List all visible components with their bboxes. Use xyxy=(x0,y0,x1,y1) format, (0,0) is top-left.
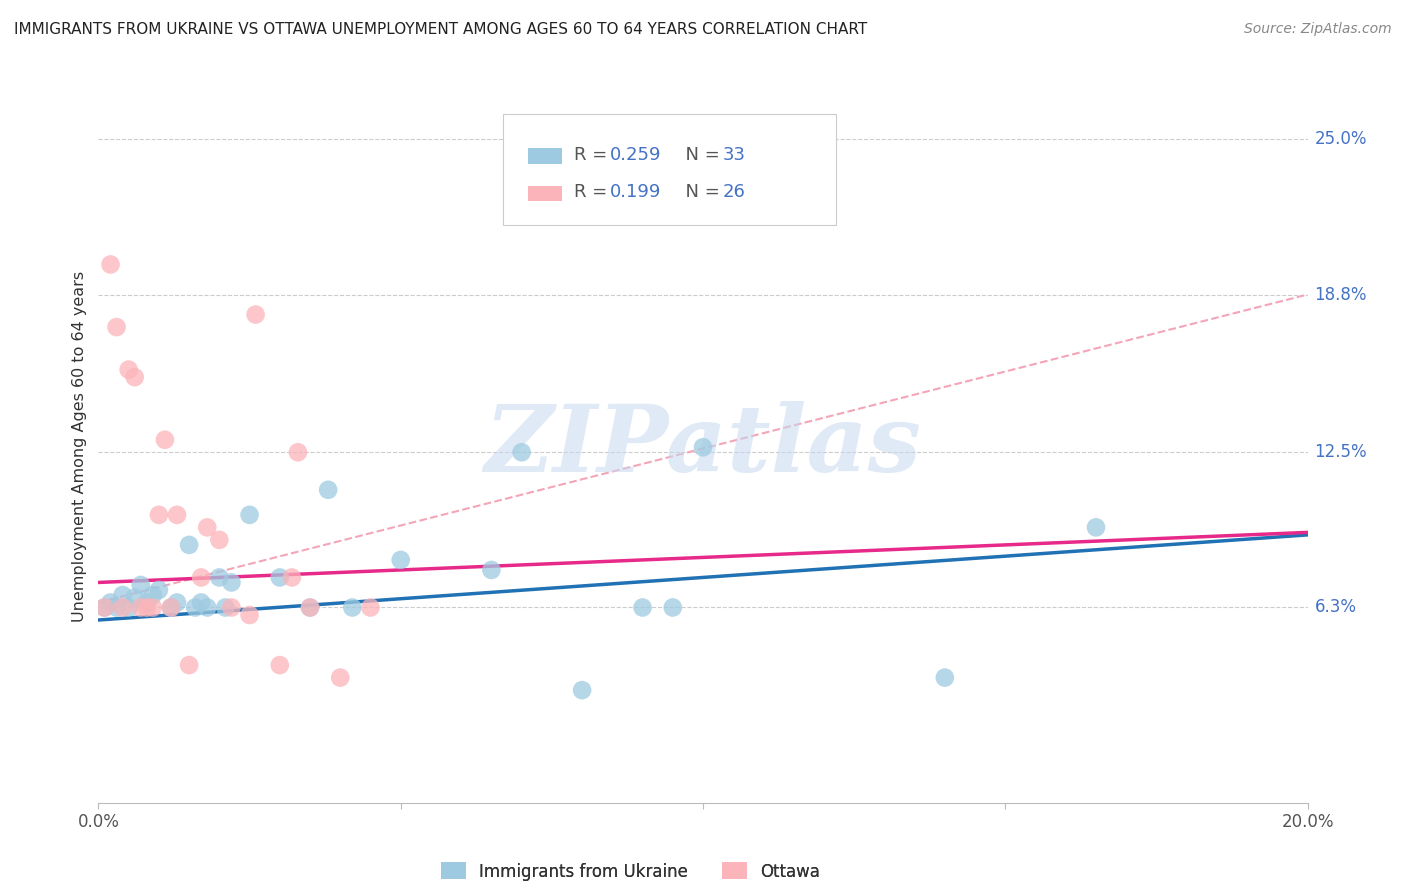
Point xyxy=(208,533,231,547)
Point xyxy=(360,600,382,615)
Point xyxy=(160,600,183,615)
FancyBboxPatch shape xyxy=(527,148,561,164)
Point xyxy=(269,570,291,584)
Text: 0.199: 0.199 xyxy=(610,183,661,201)
Point xyxy=(129,578,152,592)
Point xyxy=(142,600,165,615)
Point xyxy=(245,308,267,322)
Text: 6.3%: 6.3% xyxy=(1315,599,1357,616)
Point xyxy=(510,445,533,459)
Point xyxy=(135,595,157,609)
Point xyxy=(214,600,236,615)
Point xyxy=(129,600,152,615)
Text: ZIPatlas: ZIPatlas xyxy=(485,401,921,491)
Text: R =: R = xyxy=(574,146,613,164)
Point xyxy=(124,591,146,605)
Point xyxy=(135,600,157,615)
Point xyxy=(177,538,201,552)
Point xyxy=(142,588,165,602)
Point xyxy=(934,671,956,685)
Point xyxy=(571,683,593,698)
Point xyxy=(481,563,503,577)
Point xyxy=(195,600,218,615)
Point xyxy=(221,575,243,590)
Point xyxy=(118,362,141,376)
Point xyxy=(208,570,231,584)
Point xyxy=(316,483,339,497)
Point xyxy=(118,600,141,615)
Point xyxy=(124,370,146,384)
Text: 25.0%: 25.0% xyxy=(1315,130,1367,148)
Point xyxy=(153,433,176,447)
Point xyxy=(148,508,170,522)
Point xyxy=(184,600,207,615)
Text: R =: R = xyxy=(574,183,613,201)
Point xyxy=(299,600,322,615)
Point xyxy=(329,671,352,685)
Point xyxy=(692,440,714,454)
Point xyxy=(190,595,212,609)
Point xyxy=(342,600,364,615)
Point xyxy=(93,600,115,615)
Point xyxy=(299,600,322,615)
Point xyxy=(661,600,683,615)
Point xyxy=(166,508,188,522)
Legend: Immigrants from Ukraine, Ottawa: Immigrants from Ukraine, Ottawa xyxy=(434,855,827,888)
Point xyxy=(389,553,412,567)
Point xyxy=(269,658,291,673)
FancyBboxPatch shape xyxy=(527,186,561,202)
Text: 33: 33 xyxy=(723,146,745,164)
Text: 0.259: 0.259 xyxy=(610,146,661,164)
Point xyxy=(111,588,134,602)
Text: IMMIGRANTS FROM UKRAINE VS OTTAWA UNEMPLOYMENT AMONG AGES 60 TO 64 YEARS CORRELA: IMMIGRANTS FROM UKRAINE VS OTTAWA UNEMPL… xyxy=(14,22,868,37)
Text: 12.5%: 12.5% xyxy=(1315,443,1367,461)
Text: 18.8%: 18.8% xyxy=(1315,285,1367,303)
Point xyxy=(195,520,218,534)
Point xyxy=(190,570,212,584)
Point xyxy=(160,600,183,615)
Point xyxy=(100,257,122,271)
Point xyxy=(239,508,262,522)
Text: N =: N = xyxy=(673,146,725,164)
Text: N =: N = xyxy=(673,183,725,201)
Point xyxy=(100,595,122,609)
Point xyxy=(1085,520,1108,534)
Point xyxy=(281,570,304,584)
Text: 26: 26 xyxy=(723,183,745,201)
Text: Source: ZipAtlas.com: Source: ZipAtlas.com xyxy=(1244,22,1392,37)
Point xyxy=(239,607,262,622)
Point xyxy=(166,595,188,609)
Point xyxy=(287,445,309,459)
Point xyxy=(105,600,128,615)
Y-axis label: Unemployment Among Ages 60 to 64 years: Unemployment Among Ages 60 to 64 years xyxy=(72,270,87,622)
Point xyxy=(93,600,115,615)
Point xyxy=(177,658,201,673)
Point xyxy=(105,320,128,334)
Point xyxy=(148,582,170,597)
Point xyxy=(631,600,654,615)
Point xyxy=(221,600,243,615)
FancyBboxPatch shape xyxy=(503,114,837,225)
Point xyxy=(111,600,134,615)
